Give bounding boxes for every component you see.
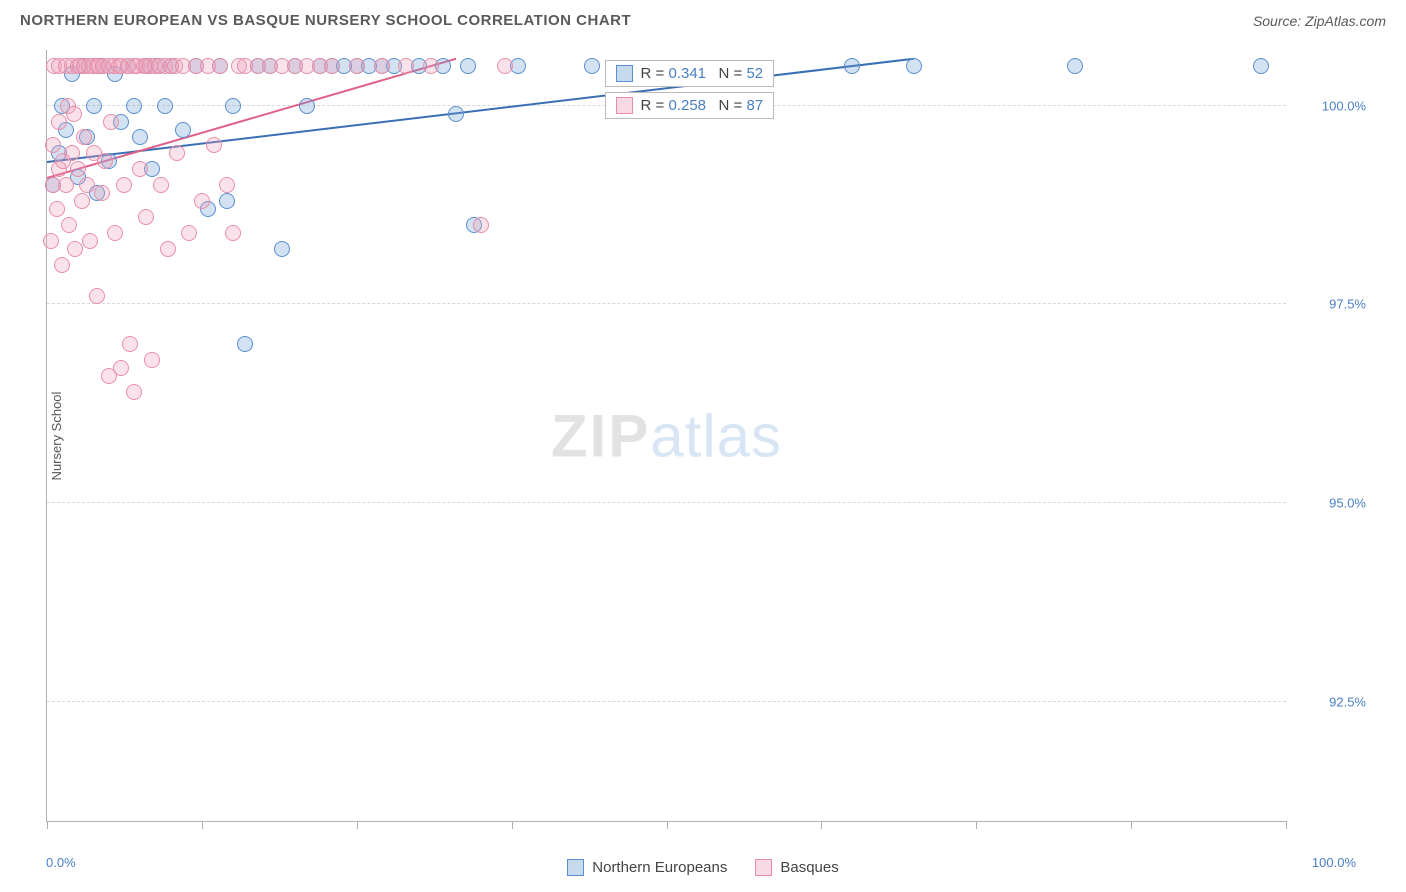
data-point	[219, 193, 235, 209]
y-tick-label: 95.0%	[1329, 496, 1366, 511]
data-point	[116, 177, 132, 193]
data-point	[181, 225, 197, 241]
data-point	[132, 129, 148, 145]
data-point	[194, 193, 210, 209]
data-point	[103, 114, 119, 130]
data-point	[86, 98, 102, 114]
data-point	[79, 177, 95, 193]
data-point	[906, 58, 922, 74]
data-point	[225, 98, 241, 114]
data-point	[89, 288, 105, 304]
data-point	[844, 58, 860, 74]
x-tick	[357, 821, 358, 829]
legend-text: R = 0.341 N = 52	[641, 65, 764, 82]
data-point	[160, 241, 176, 257]
data-point	[157, 98, 173, 114]
gridline	[47, 502, 1286, 503]
data-point	[97, 153, 113, 169]
data-point	[45, 137, 61, 153]
watermark: ZIPatlas	[551, 401, 782, 470]
watermark-zip: ZIP	[551, 402, 650, 469]
legend-swatch	[567, 859, 584, 876]
legend-text: R = 0.258 N = 87	[641, 97, 764, 114]
data-point	[126, 384, 142, 400]
x-tick	[47, 821, 48, 829]
chart-title: NORTHERN EUROPEAN VS BASQUE NURSERY SCHO…	[20, 12, 631, 29]
x-tick	[202, 821, 203, 829]
data-point	[144, 352, 160, 368]
legend-swatch	[755, 859, 772, 876]
x-tick	[976, 821, 977, 829]
legend-item: Basques	[755, 859, 838, 876]
data-point	[497, 58, 513, 74]
data-point	[448, 106, 464, 122]
data-point	[584, 58, 600, 74]
data-point	[175, 122, 191, 138]
data-point	[67, 241, 83, 257]
data-point	[94, 185, 110, 201]
data-point	[153, 177, 169, 193]
source-label: Source: ZipAtlas.com	[1253, 13, 1386, 29]
data-point	[225, 225, 241, 241]
data-point	[1253, 58, 1269, 74]
data-point	[374, 58, 390, 74]
data-point	[113, 360, 129, 376]
data-point	[76, 129, 92, 145]
data-point	[51, 114, 67, 130]
header: NORTHERN EUROPEAN VS BASQUE NURSERY SCHO…	[0, 0, 1406, 37]
data-point	[66, 106, 82, 122]
bottom-legend: Northern Europeans Basques	[0, 859, 1406, 880]
x-tick	[667, 821, 668, 829]
data-point	[54, 257, 70, 273]
x-tick	[1286, 821, 1287, 829]
legend-label: Northern Europeans	[592, 859, 727, 876]
data-point	[70, 161, 86, 177]
data-point	[349, 58, 365, 74]
data-point	[138, 209, 154, 225]
data-point	[423, 58, 439, 74]
legend-label: Basques	[780, 859, 838, 876]
data-point	[64, 145, 80, 161]
y-tick-label: 97.5%	[1329, 297, 1366, 312]
x-tick	[821, 821, 822, 829]
y-tick-label: 100.0%	[1322, 98, 1366, 113]
y-axis-title: Nursery School	[49, 392, 64, 481]
data-point	[212, 58, 228, 74]
data-point	[82, 233, 98, 249]
data-point	[74, 193, 90, 209]
data-point	[58, 177, 74, 193]
x-tick	[512, 821, 513, 829]
data-point	[49, 201, 65, 217]
data-point	[219, 177, 235, 193]
data-point	[324, 58, 340, 74]
correlation-legend-row: R = 0.341 N = 52	[605, 60, 775, 87]
x-tick	[1131, 821, 1132, 829]
data-point	[473, 217, 489, 233]
data-point	[237, 336, 253, 352]
correlation-legend-row: R = 0.258 N = 87	[605, 92, 775, 119]
data-point	[460, 58, 476, 74]
data-point	[1067, 58, 1083, 74]
chart-container: ZIPatlas 92.5%95.0%97.5%100.0%R = 0.341 …	[46, 50, 1286, 822]
plot-area: ZIPatlas 92.5%95.0%97.5%100.0%R = 0.341 …	[46, 50, 1286, 822]
legend-item: Northern Europeans	[567, 859, 727, 876]
data-point	[126, 98, 142, 114]
data-point	[299, 98, 315, 114]
data-point	[43, 233, 59, 249]
data-point	[398, 58, 414, 74]
gridline	[47, 303, 1286, 304]
gridline	[47, 701, 1286, 702]
watermark-atlas: atlas	[650, 402, 782, 469]
data-point	[61, 217, 77, 233]
y-tick-label: 92.5%	[1329, 694, 1366, 709]
data-point	[169, 145, 185, 161]
data-point	[274, 241, 290, 257]
data-point	[132, 161, 148, 177]
legend-swatch	[616, 65, 633, 82]
data-point	[206, 137, 222, 153]
legend-swatch	[616, 97, 633, 114]
data-point	[107, 225, 123, 241]
data-point	[122, 336, 138, 352]
